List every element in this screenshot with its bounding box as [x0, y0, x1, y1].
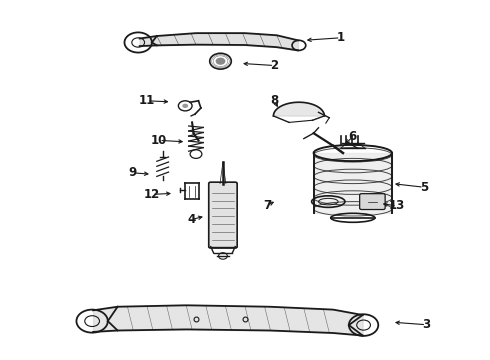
Circle shape	[182, 104, 188, 108]
Text: 9: 9	[128, 166, 136, 179]
Circle shape	[216, 58, 225, 65]
Polygon shape	[273, 102, 324, 116]
Text: 11: 11	[139, 94, 155, 107]
Text: 10: 10	[151, 134, 168, 147]
Text: 2: 2	[270, 59, 278, 72]
Text: 6: 6	[349, 130, 357, 143]
Text: 12: 12	[144, 188, 160, 201]
FancyBboxPatch shape	[360, 194, 385, 210]
Text: 4: 4	[187, 213, 195, 226]
Text: 3: 3	[422, 318, 430, 331]
FancyBboxPatch shape	[209, 182, 237, 248]
Text: 1: 1	[337, 31, 344, 44]
Text: 5: 5	[420, 181, 428, 194]
Text: 7: 7	[263, 199, 271, 212]
Text: 13: 13	[389, 199, 405, 212]
Text: 8: 8	[270, 94, 278, 107]
